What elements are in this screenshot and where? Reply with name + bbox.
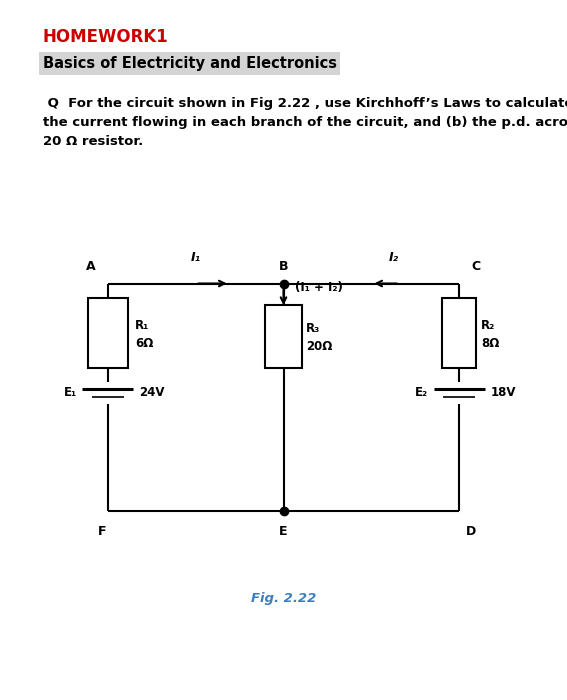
Text: C: C bbox=[472, 260, 481, 273]
Text: Fig. 2.22: Fig. 2.22 bbox=[251, 592, 316, 605]
Text: Basics of Electricity and Electronics: Basics of Electricity and Electronics bbox=[43, 56, 337, 71]
Text: E₁: E₁ bbox=[64, 386, 77, 399]
Text: E₂: E₂ bbox=[415, 386, 428, 399]
Text: R₂: R₂ bbox=[481, 319, 495, 332]
Text: F: F bbox=[98, 525, 106, 538]
Text: A: A bbox=[86, 260, 95, 273]
Bar bbox=[88, 298, 128, 368]
Text: B: B bbox=[279, 260, 288, 273]
Text: Q  For the circuit shown in Fig 2.22 , use Kirchhoff’s Laws to calculate (a)
the: Q For the circuit shown in Fig 2.22 , us… bbox=[43, 97, 567, 148]
Text: E: E bbox=[280, 525, 287, 538]
Text: HOMEWORK1: HOMEWORK1 bbox=[43, 28, 168, 46]
Text: 6Ω: 6Ω bbox=[135, 337, 153, 349]
Text: (I₁ + I₂): (I₁ + I₂) bbox=[295, 281, 342, 293]
Text: I₂: I₂ bbox=[389, 251, 399, 264]
Text: 18V: 18V bbox=[490, 386, 516, 399]
Text: 24V: 24V bbox=[139, 386, 164, 399]
Text: I₁: I₁ bbox=[191, 251, 201, 264]
Text: 8Ω: 8Ω bbox=[481, 337, 499, 349]
Bar bbox=[265, 304, 302, 368]
Text: D: D bbox=[466, 525, 476, 538]
Text: 20Ω: 20Ω bbox=[306, 340, 333, 353]
Text: R₁: R₁ bbox=[135, 319, 149, 332]
Text: R₃: R₃ bbox=[306, 323, 320, 335]
Bar bbox=[442, 298, 476, 368]
